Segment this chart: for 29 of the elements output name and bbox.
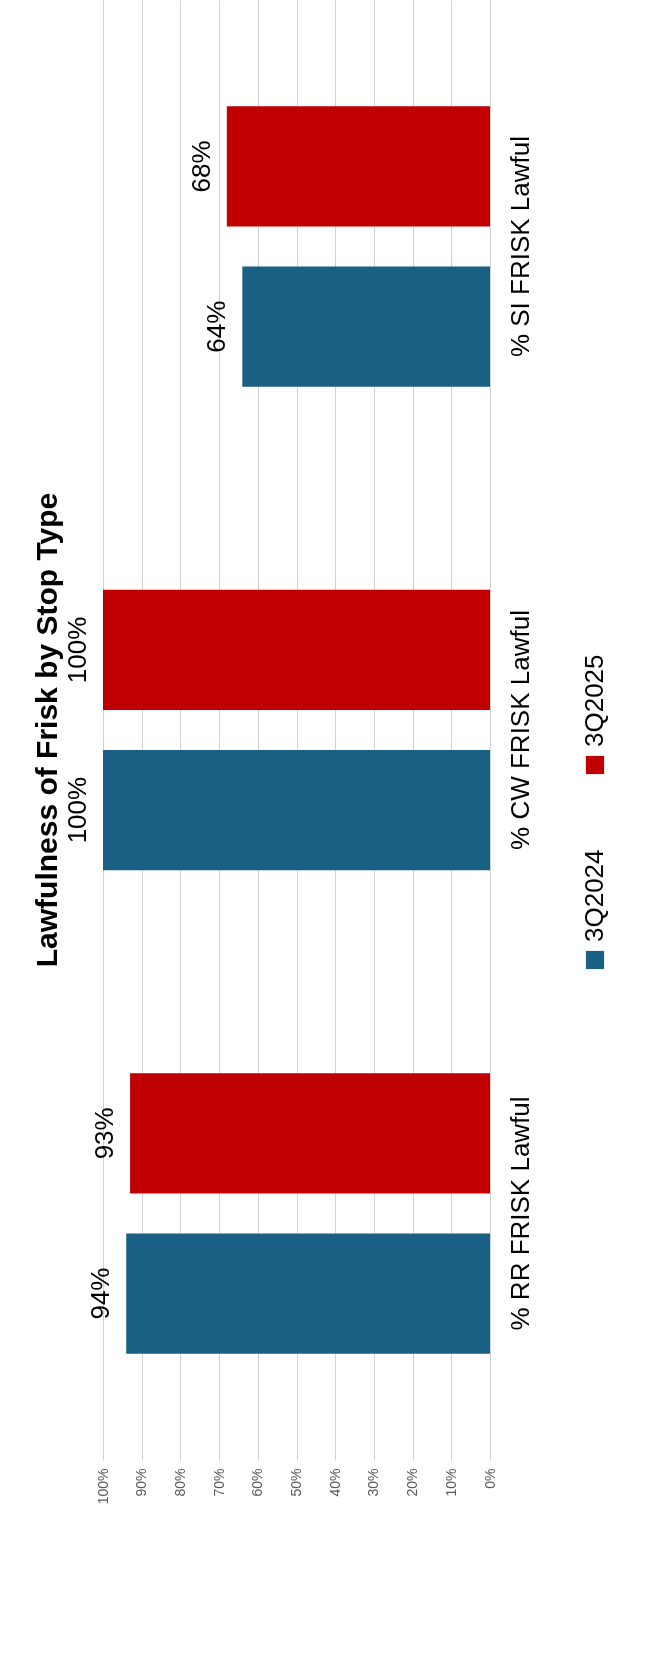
x-tick-label: 50% [288,1468,304,1497]
text: 93% [89,1107,120,1160]
bar [130,1073,490,1194]
x-tick-label: 100% [94,1468,111,1505]
text: Lawfulness of Frisk by Stop Type [30,492,63,968]
text: 64% [201,300,232,353]
text: 68% [185,140,216,193]
y-tick-label: % RR FRISK Lawful [504,1096,535,1331]
y-tick-label: % CW FRISK Lawful [504,610,535,850]
text: 3Q2025 [579,654,609,747]
text: 100% [62,776,92,844]
x-tick-label: 30% [365,1468,382,1497]
text: 94% [85,1267,116,1320]
x-tick-label: 60% [249,1468,266,1497]
bar [226,106,490,227]
x-tick-label: 40% [326,1468,343,1497]
x-tick-label: 10% [442,1468,459,1497]
x-tick-label: 80% [171,1468,188,1497]
bar [103,750,490,871]
x-tick-label: 70% [210,1468,227,1497]
x-tick-label: 90% [133,1468,150,1497]
bar [103,589,490,710]
text: 100% [62,616,92,684]
x-tick-label: 20% [404,1468,421,1497]
x-tick-label: 0% [481,1468,498,1489]
bar [126,1233,490,1354]
y-tick-label: % SI FRISK Lawful [504,136,535,358]
text: 3Q2024 [579,849,609,942]
bar [242,266,490,387]
